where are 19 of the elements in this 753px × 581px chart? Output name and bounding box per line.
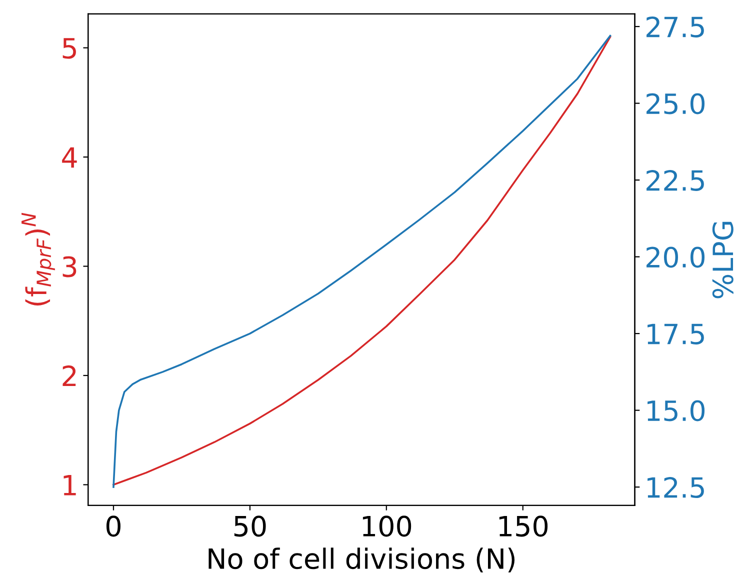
x-tick-label: 50 bbox=[234, 516, 266, 537]
y-tick-label: 1 bbox=[64, 475, 76, 496]
y2-tick-label: 15.0 bbox=[648, 400, 705, 422]
x-tick-label: 150 bbox=[499, 516, 548, 537]
y-axis-title: (f$_{MprF}$)$^{N}$ bbox=[22, 212, 55, 306]
y2-axis-title: %LPG bbox=[712, 222, 734, 298]
y2-tick-label: 12.5 bbox=[648, 476, 704, 498]
y-tick-label: 2 bbox=[62, 365, 76, 386]
y-tick-label: 5 bbox=[62, 38, 76, 59]
y2-tick-label: 25.0 bbox=[646, 93, 705, 114]
x-axis-title: No of cell divisions (N) bbox=[208, 548, 514, 572]
y-tick-label: 4 bbox=[62, 147, 77, 168]
y2-tick-label: 22.5 bbox=[646, 170, 704, 191]
y2-tick-label: 27.5 bbox=[646, 16, 704, 38]
x-tick-label: 100 bbox=[362, 516, 412, 537]
y-tick-label: 3 bbox=[62, 256, 76, 278]
x-tick-label: 0 bbox=[106, 516, 120, 537]
y2-tick-label: 20.0 bbox=[646, 246, 705, 268]
y2-tick-label: 17.5 bbox=[648, 324, 704, 344]
